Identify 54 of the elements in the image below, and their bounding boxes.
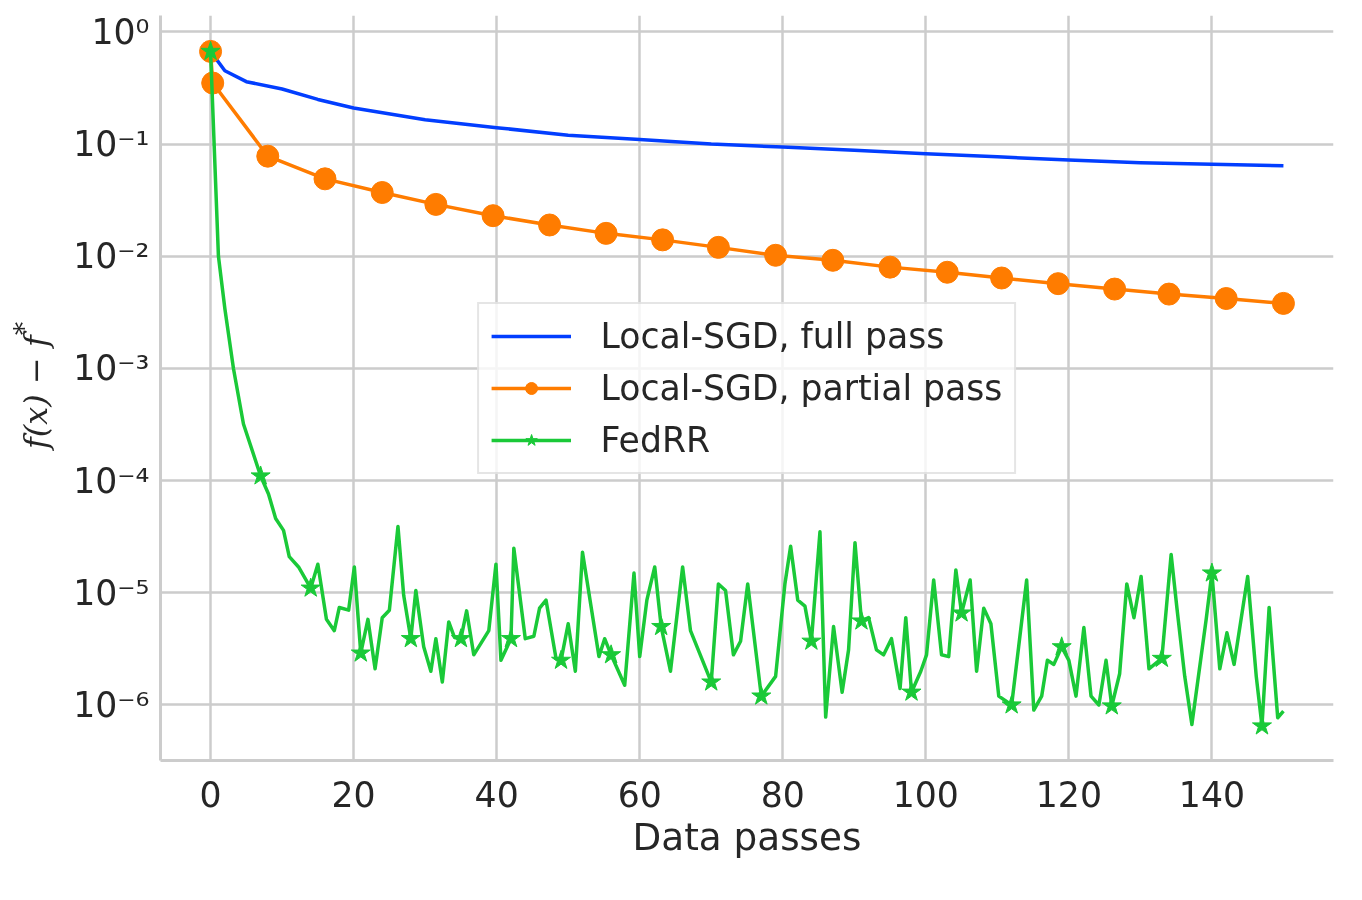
y-tick-label: 10⁰ <box>91 11 150 52</box>
point <box>1157 282 1181 306</box>
point <box>450 628 471 648</box>
x-axis-title: Data passes <box>632 814 862 859</box>
y-tick-label: 10⁻¹ <box>73 124 150 165</box>
point <box>1051 636 1072 656</box>
point <box>901 681 922 701</box>
y-tick-label: 10⁻⁶ <box>73 684 150 725</box>
point <box>990 266 1014 290</box>
point <box>300 577 321 597</box>
legend-label: Local-SGD, full pass <box>600 315 945 356</box>
point <box>951 602 972 622</box>
point <box>1151 647 1172 668</box>
point <box>764 243 788 267</box>
legend-label: FedRR <box>600 419 711 460</box>
point <box>701 671 722 691</box>
point <box>424 192 448 216</box>
y-tick-label: 10⁻³ <box>73 348 150 389</box>
point <box>1271 291 1295 315</box>
point <box>601 644 622 664</box>
point <box>706 235 730 259</box>
point <box>370 181 394 204</box>
y-tick-label: 10⁻² <box>73 236 150 277</box>
point <box>250 465 271 485</box>
point <box>751 685 772 705</box>
y-tick-label: 10⁻⁴ <box>73 460 150 501</box>
point <box>594 221 618 245</box>
legend-label: Local-SGD, partial pass <box>600 367 1003 408</box>
point <box>551 649 572 669</box>
point <box>1201 562 1222 582</box>
x-tick-label: 40 <box>474 774 519 815</box>
x-tick-label: 0 <box>199 774 222 815</box>
point <box>651 616 672 636</box>
point <box>256 144 280 168</box>
x-tick-label: 60 <box>617 774 662 815</box>
point <box>878 255 902 279</box>
point <box>651 228 675 252</box>
point <box>500 628 521 648</box>
x-tick-label: 80 <box>760 774 805 815</box>
point <box>481 204 505 228</box>
point <box>1103 277 1127 301</box>
point <box>1001 694 1022 714</box>
point <box>538 213 562 237</box>
point <box>935 260 959 284</box>
point <box>851 610 872 630</box>
point <box>821 248 845 272</box>
point <box>1214 287 1238 310</box>
x-tick-label: 120 <box>1035 774 1102 815</box>
point <box>1046 272 1070 296</box>
x-tick-label: 140 <box>1178 774 1245 815</box>
x-tick-label: 100 <box>892 774 959 815</box>
x-tick-label: 20 <box>331 774 376 815</box>
y-tick-label: 10⁻⁵ <box>73 572 150 613</box>
point <box>313 167 337 191</box>
